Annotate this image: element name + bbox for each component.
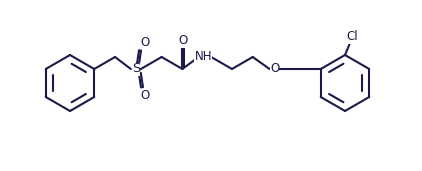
Text: O: O — [141, 89, 150, 102]
Text: O: O — [179, 35, 188, 48]
Text: NH: NH — [195, 50, 212, 63]
Text: Cl: Cl — [346, 30, 358, 43]
Text: O: O — [141, 36, 150, 49]
Text: O: O — [270, 62, 279, 76]
Text: S: S — [132, 62, 140, 76]
